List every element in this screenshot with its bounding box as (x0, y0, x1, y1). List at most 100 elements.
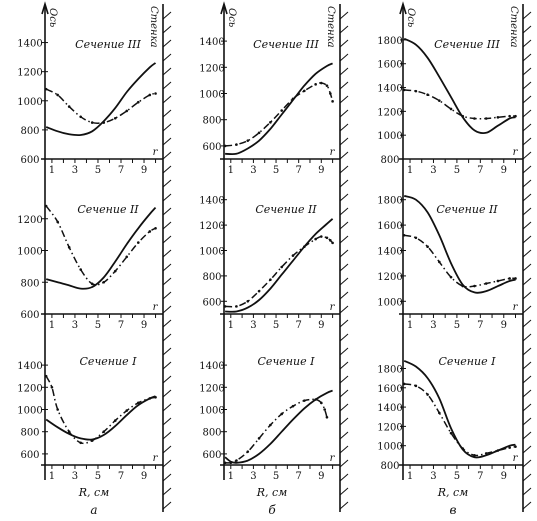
wall-hatch (522, 193, 532, 202)
wall-hatch (162, 151, 172, 160)
wall-hatch (522, 375, 532, 384)
y-tick-label: 600 (20, 310, 39, 321)
series-line-dashdot (45, 205, 156, 286)
x-tick-label: 5 (95, 320, 101, 331)
series-point (329, 92, 332, 95)
wall-hatch (162, 333, 172, 342)
series-line-dashdot (225, 82, 334, 147)
y-tick-label: 800 (20, 126, 39, 137)
series-point (125, 409, 129, 412)
wall-hatch (162, 165, 172, 174)
wall-hatch (339, 39, 349, 48)
wall-hatch (162, 249, 172, 258)
wall-hatch (522, 361, 532, 370)
wall-hatch (162, 81, 172, 90)
series-point (303, 399, 306, 402)
panel-1-1: 1 3 5 7 9 600 800 1000 1200 1400 Сечение III r (17, 38, 163, 176)
y-tick-label: 1200 (199, 221, 224, 232)
y-tick-label: 1200 (377, 107, 402, 118)
wall-hatch (339, 277, 349, 286)
series-line-solid (403, 37, 516, 135)
wall-hatch (522, 11, 532, 20)
series-point (56, 93, 59, 97)
series-point (496, 449, 500, 452)
y-tick-label: 600 (20, 450, 39, 461)
wall-label: Стенка (508, 6, 519, 48)
x-tick-label: 7 (477, 320, 483, 331)
x-tick-label: 5 (95, 471, 101, 482)
y-tick-label: 1200 (17, 215, 42, 226)
panel-title: Сечение I (439, 355, 497, 368)
series-point (473, 284, 476, 288)
wall-hatch (162, 53, 172, 62)
y-tick-label: 1000 (17, 247, 42, 258)
x-tick-label: 7 (118, 320, 124, 331)
series-point (323, 408, 326, 411)
x-tick-label: 9 (318, 471, 324, 482)
y-tick-label: 1600 (377, 384, 402, 395)
x-tick-label: 9 (141, 471, 147, 482)
series-point (235, 143, 238, 146)
series-point (229, 461, 233, 465)
wall-hatch (522, 333, 532, 342)
series-line-solid (45, 62, 157, 137)
series-point (113, 116, 117, 120)
series-point (125, 255, 129, 259)
panel-2-2: 1 3 5 7 9 600 800 1000 1200 1400 Сечение II r (199, 196, 340, 331)
wall-hatch (162, 403, 172, 412)
y-tick-label: 1800 (377, 364, 402, 375)
y-tick-label: 1000 (377, 442, 402, 453)
wall-hatch (522, 137, 532, 146)
series-line-solid (403, 359, 516, 459)
axis-label: Ось (405, 8, 416, 27)
series-line-dashdot (404, 234, 516, 288)
series-point (514, 445, 517, 448)
series-point (154, 395, 157, 399)
series-point (426, 393, 429, 396)
wall-label: Стенка (148, 6, 159, 48)
series-point (426, 93, 429, 96)
y-tick-label: 1000 (377, 131, 402, 142)
series-point (319, 401, 323, 405)
y-tick-label: 1400 (199, 196, 224, 207)
series-point (269, 121, 272, 124)
wall-hatch (162, 417, 172, 426)
panel-3-1: 1 3 5 7 9 800 1000 1200 1400 1600 1800 Сечение III r (377, 36, 523, 176)
series-point (414, 236, 418, 240)
series-point (257, 437, 261, 440)
axis-label: Ось (47, 8, 58, 27)
y-tick-label: 1600 (377, 60, 402, 71)
series-point (136, 401, 140, 405)
series-line-dashdot (45, 375, 156, 445)
wall-hatch (339, 25, 349, 34)
series-point (235, 459, 238, 462)
wall-hatch (339, 361, 349, 370)
wall-hatch (162, 193, 172, 202)
r-marker: r (330, 453, 336, 464)
series-point (325, 84, 329, 87)
panel-1-2: 1 3 5 7 9 600 800 1000 1200 Сечение II r (17, 203, 163, 331)
wall-hatch (162, 305, 172, 314)
wall-hatch (522, 67, 532, 76)
x-tick-label: 9 (141, 320, 147, 331)
x-tick-label: 1 (49, 471, 55, 482)
series-line-solid (224, 389, 333, 464)
wall-hatch (162, 319, 172, 328)
wall-hatch (162, 487, 172, 496)
wall-hatch (522, 235, 532, 244)
series-line-solid (225, 218, 334, 313)
y-tick-label: 1200 (377, 422, 402, 433)
series-point (280, 412, 283, 416)
series-point (461, 114, 465, 118)
x-tick-label: 9 (318, 320, 324, 331)
series-point (461, 284, 465, 288)
series-point (508, 277, 511, 280)
series-point (102, 121, 106, 124)
series-line-dashdot (225, 235, 334, 308)
wall-hatch (522, 431, 532, 440)
series-point (102, 280, 106, 284)
series-point (325, 415, 329, 419)
series-point (461, 447, 465, 450)
y-tick-label: 800 (380, 461, 399, 472)
wall-hatch (522, 389, 532, 398)
